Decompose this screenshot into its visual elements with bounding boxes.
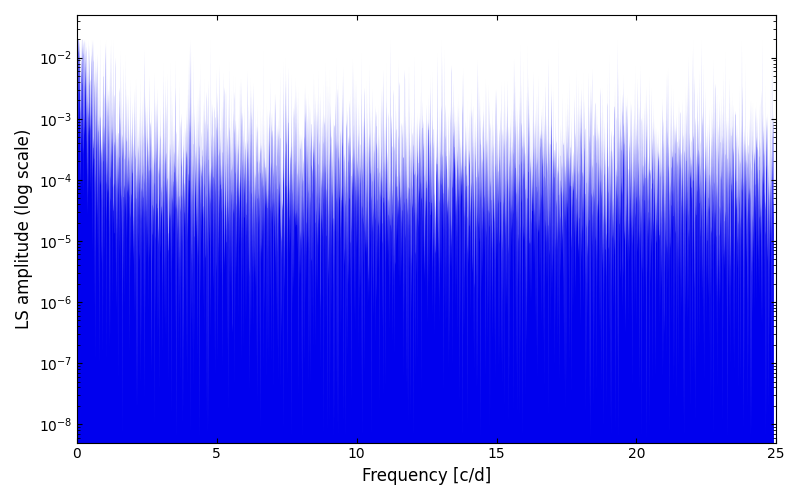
Y-axis label: LS amplitude (log scale): LS amplitude (log scale) bbox=[15, 128, 33, 329]
X-axis label: Frequency [c/d]: Frequency [c/d] bbox=[362, 467, 491, 485]
